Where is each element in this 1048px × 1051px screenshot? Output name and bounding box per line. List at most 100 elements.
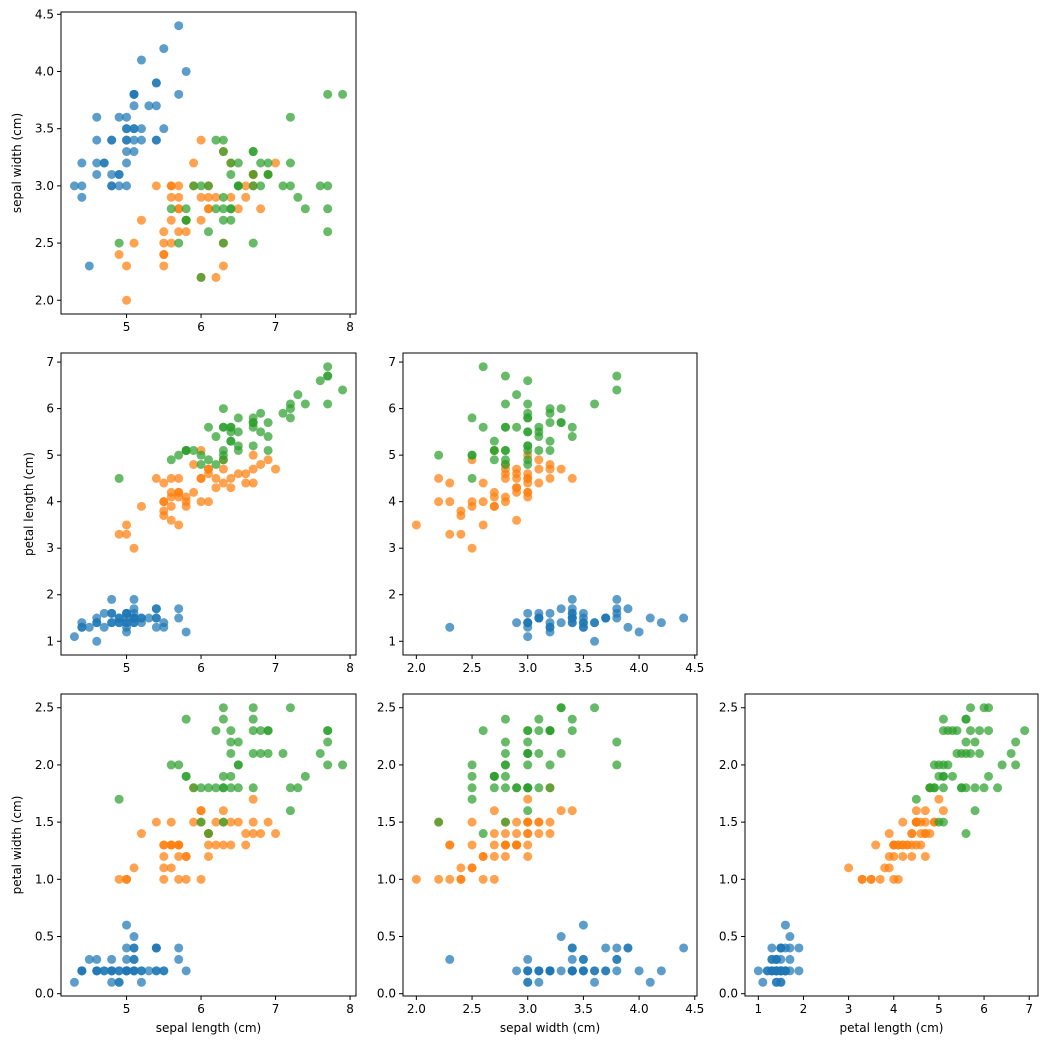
data-point-series-0: [151, 613, 161, 623]
data-point-series-0: [523, 977, 533, 987]
data-point-series-0: [77, 181, 87, 191]
data-point-series-0: [114, 169, 124, 179]
data-point-series-0: [556, 966, 566, 976]
data-point-series-1: [934, 794, 944, 804]
data-point-series-1: [500, 473, 510, 483]
data-point-series-2: [952, 748, 962, 758]
y-tick-label: 0.0: [377, 987, 396, 1001]
data-point-series-1: [489, 829, 499, 839]
data-point-series-0: [151, 78, 161, 88]
data-point-series-0: [785, 932, 795, 942]
data-point-series-2: [285, 181, 295, 191]
data-point-series-2: [211, 459, 221, 469]
data-point-series-0: [601, 613, 611, 623]
y-tick-label: 6: [388, 402, 396, 416]
x-tick-label: 6: [980, 1002, 988, 1016]
data-point-series-2: [285, 404, 295, 414]
y-tick-label: 1.5: [377, 815, 396, 829]
data-point-series-0: [129, 966, 139, 976]
data-point-series-0: [656, 966, 666, 976]
data-point-series-1: [467, 817, 477, 827]
data-point-series-0: [512, 966, 522, 976]
data-point-series-1: [181, 874, 191, 884]
data-point-series-0: [122, 618, 132, 628]
data-point-series-0: [144, 613, 154, 623]
data-point-series-2: [938, 817, 948, 827]
data-point-series-0: [174, 21, 184, 31]
data-point-series-2: [467, 771, 477, 781]
data-point-series-2: [979, 783, 989, 793]
data-point-series-0: [776, 943, 786, 953]
data-point-series-0: [174, 943, 184, 953]
data-point-series-0: [69, 632, 79, 642]
data-point-series-1: [866, 874, 876, 884]
data-point-series-1: [211, 483, 221, 493]
data-point-series-2: [556, 748, 566, 758]
y-tick-label: 0.5: [719, 930, 738, 944]
y-axis-label: petal width (cm): [10, 796, 24, 895]
data-point-series-1: [534, 478, 544, 488]
data-point-series-0: [753, 966, 763, 976]
data-point-series-1: [445, 840, 455, 850]
data-point-series-1: [136, 501, 146, 511]
data-point-series-0: [92, 966, 102, 976]
y-tick-label: 2.0: [35, 758, 54, 772]
data-point-series-0: [129, 147, 139, 157]
data-point-series-1: [136, 215, 146, 225]
data-point-series-0: [136, 613, 146, 623]
data-point-series-0: [445, 622, 455, 632]
data-point-series-0: [612, 966, 622, 976]
data-point-series-0: [84, 261, 94, 271]
scatter-panel-r2c1: 2.0 2.5 3.0 3.5 4.0 4.5 0.0 0.5 1.0 1.5 2.0 2.5 sepa…: [377, 693, 704, 1035]
data-point-series-2: [285, 158, 295, 168]
data-point-series-0: [144, 101, 154, 111]
data-point-series-2: [938, 783, 948, 793]
data-point-series-1: [920, 806, 930, 816]
data-point-series-0: [645, 613, 655, 623]
data-point-series-2: [545, 436, 555, 446]
data-point-series-0: [534, 977, 544, 987]
scatter-panel-r1c0: 5 6 7 8 1 2 3 4 5 6 7 petal length (cm): [22, 352, 357, 675]
data-point-series-2: [478, 362, 488, 372]
data-point-series-0: [114, 966, 124, 976]
data-point-series-1: [189, 817, 199, 827]
x-axis-label: sepal length (cm): [156, 1021, 261, 1035]
data-point-series-2: [233, 427, 243, 437]
data-point-series-2: [323, 89, 333, 99]
data-point-series-2: [263, 748, 273, 758]
data-point-series-1: [174, 520, 184, 530]
data-point-series-2: [523, 748, 533, 758]
data-point-series-1: [241, 469, 251, 479]
data-point-series-2: [911, 794, 921, 804]
data-point-series-2: [181, 204, 191, 214]
data-point-series-1: [907, 829, 917, 839]
data-point-series-1: [478, 520, 488, 530]
data-point-series-2: [204, 422, 213, 432]
x-tick-label: 4.0: [630, 661, 649, 675]
data-point-series-2: [545, 783, 555, 793]
data-point-series-0: [107, 966, 117, 976]
y-tick-label: 1.5: [719, 815, 738, 829]
data-point-series-2: [278, 748, 288, 758]
data-point-series-2: [196, 181, 206, 191]
scatter-panel-r2c2: 1 2 3 4 5 6 7 0.0 0.5 1.0 1.5 2.0 2.5 petal length (c…: [719, 693, 1039, 1035]
data-point-series-1: [159, 261, 169, 271]
axes-frame: [402, 352, 698, 656]
data-point-series-2: [467, 450, 477, 460]
data-point-series-0: [623, 943, 633, 953]
data-point-series-0: [578, 920, 588, 930]
data-point-series-1: [893, 840, 903, 850]
data-point-series-1: [500, 829, 510, 839]
data-point-series-2: [534, 714, 544, 724]
y-tick-label: 2.0: [35, 293, 54, 307]
x-tick-label: 5: [123, 1002, 131, 1016]
data-point-series-0: [129, 124, 139, 134]
data-point-series-2: [218, 204, 228, 214]
data-point-series-2: [961, 748, 971, 758]
data-point-series-1: [211, 192, 221, 202]
x-tick-label: 2.5: [462, 1002, 481, 1016]
data-point-series-2: [966, 703, 976, 713]
data-point-series-2: [226, 215, 236, 225]
x-tick-label: 5: [123, 320, 131, 334]
data-point-series-0: [122, 966, 132, 976]
